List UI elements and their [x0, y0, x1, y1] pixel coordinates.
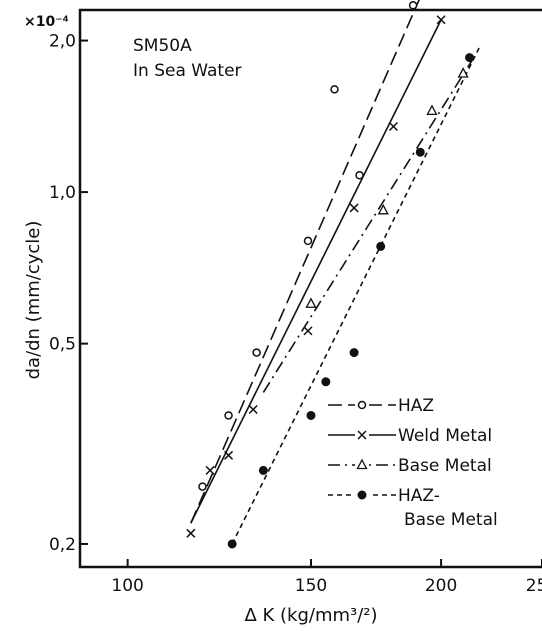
point-series-2 — [426, 104, 438, 116]
x-tick-label: 150 — [295, 576, 327, 596]
point-series-3 — [415, 147, 425, 157]
legend: HAZ Weld Metal Base Metal HAZ- Base Metal — [328, 396, 498, 530]
plot-frame — [78, 8, 542, 569]
point-series-3 — [465, 53, 475, 63]
legend-label-3: HAZ- Base Metal — [398, 486, 498, 530]
legend-marker-2 — [356, 458, 368, 470]
legend-label-line: HAZ — [398, 396, 434, 416]
point-series-0 — [408, 1, 418, 10]
y-tick-label: 1,0 — [49, 183, 76, 203]
point-series-3 — [349, 348, 359, 358]
point-series-3 — [306, 410, 316, 420]
point-series-1 — [248, 404, 258, 414]
point-series-3 — [258, 465, 268, 475]
legend-marker-3 — [357, 490, 367, 500]
legend-marker-1 — [357, 430, 367, 440]
point-series-0 — [355, 171, 364, 180]
point-series-2 — [457, 67, 469, 78]
x-axis-label: Δ K (kg/mm³/²) — [244, 605, 377, 626]
fit-line-series-0 — [190, 0, 420, 524]
legend-label-2: Base Metal — [398, 456, 492, 476]
point-series-1 — [186, 528, 196, 538]
legend-label-line: Base Metal — [404, 510, 498, 530]
point-series-3 — [227, 539, 237, 549]
point-series-0 — [330, 85, 339, 94]
legend-label-line: HAZ- — [398, 486, 440, 506]
fit-lines — [190, 0, 481, 545]
legend-marker-0 — [357, 400, 367, 410]
plot-border — [78, 8, 542, 569]
point-series-0 — [198, 482, 207, 491]
x-tick-label: 250 — [526, 576, 542, 596]
fit-line-series-3 — [231, 45, 481, 545]
point-series-2 — [377, 203, 389, 215]
point-series-0 — [303, 236, 313, 246]
point-series-3 — [376, 241, 386, 251]
annotation-line-2: In Sea Water — [133, 61, 242, 81]
data-points — [186, 1, 475, 549]
point-series-1 — [224, 450, 234, 460]
point-series-0 — [252, 348, 261, 357]
point-series-2 — [305, 297, 317, 308]
fit-line-series-2 — [262, 57, 475, 393]
y-tick-label: 0,5 — [49, 335, 76, 355]
point-series-3 — [321, 377, 331, 387]
point-series-1 — [436, 15, 446, 25]
y-tick-label: 0,2 — [49, 535, 76, 555]
y-tick-label: 2,0 — [49, 32, 76, 52]
point-series-1 — [388, 121, 398, 132]
x-tick-label: 100 — [111, 576, 143, 596]
x-tick-label: 200 — [425, 576, 457, 596]
annotation-line-1: SM50A — [133, 36, 192, 56]
point-series-1 — [349, 203, 359, 213]
point-series-0 — [224, 411, 233, 420]
legend-label-0: HAZ — [398, 396, 434, 416]
legend-label-1: Weld Metal — [398, 426, 492, 446]
fit-line-series-1 — [190, 19, 442, 524]
y-multiplier: ×10⁻⁴ — [24, 14, 69, 30]
point-series-1 — [303, 326, 313, 336]
legend-label-line: Weld Metal — [398, 426, 492, 446]
y-axis-label: da/dn (mm/cycle) — [23, 221, 44, 380]
legend-label-line: Base Metal — [398, 456, 492, 476]
axis-ticks: 100 150 200 250 0,2 0,5 1,0 2,0 — [49, 32, 542, 596]
point-series-1 — [205, 465, 215, 475]
